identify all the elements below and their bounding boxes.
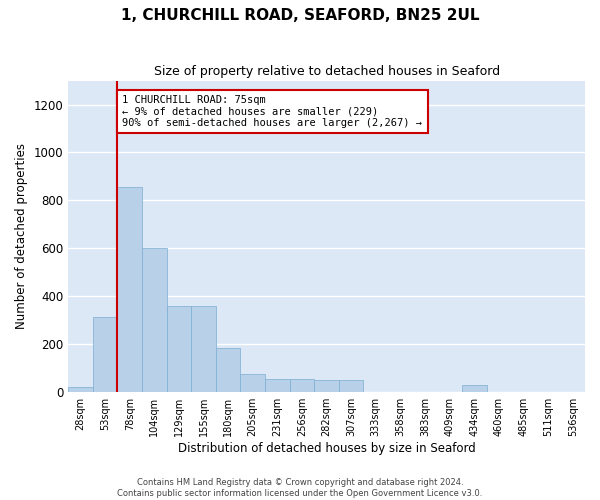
Bar — [118, 187, 142, 392]
Bar — [216, 348, 241, 392]
Bar — [68, 388, 93, 392]
Bar — [462, 385, 487, 392]
Bar — [290, 379, 314, 392]
Bar — [167, 306, 191, 392]
Text: 1 CHURCHILL ROAD: 75sqm
← 9% of detached houses are smaller (229)
90% of semi-de: 1 CHURCHILL ROAD: 75sqm ← 9% of detached… — [122, 95, 422, 128]
Bar — [93, 316, 118, 392]
Bar — [314, 380, 339, 392]
Text: Contains HM Land Registry data © Crown copyright and database right 2024.
Contai: Contains HM Land Registry data © Crown c… — [118, 478, 482, 498]
Text: 1, CHURCHILL ROAD, SEAFORD, BN25 2UL: 1, CHURCHILL ROAD, SEAFORD, BN25 2UL — [121, 8, 479, 22]
Bar — [241, 374, 265, 392]
Bar — [339, 380, 364, 392]
Y-axis label: Number of detached properties: Number of detached properties — [15, 144, 28, 330]
Title: Size of property relative to detached houses in Seaford: Size of property relative to detached ho… — [154, 65, 500, 78]
Bar — [265, 379, 290, 392]
Bar — [191, 306, 216, 392]
Bar — [142, 248, 167, 392]
X-axis label: Distribution of detached houses by size in Seaford: Distribution of detached houses by size … — [178, 442, 475, 455]
